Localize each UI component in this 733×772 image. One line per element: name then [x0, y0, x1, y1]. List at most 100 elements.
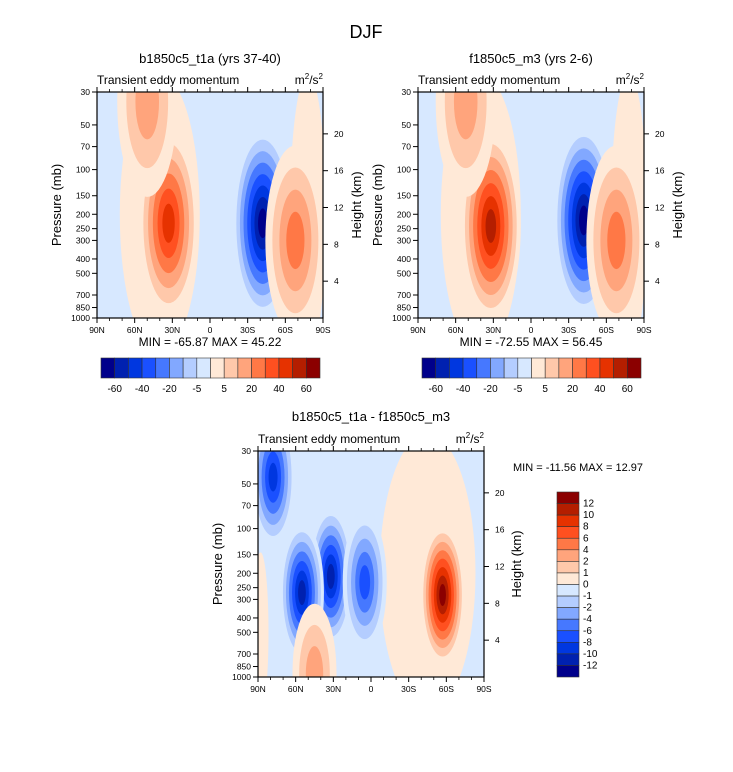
colorbar-swatch [251, 357, 266, 379]
y-tick-label: 250 [237, 583, 251, 593]
colorbar-label: -4 [583, 614, 592, 625]
y-tick-label: 30 [81, 87, 91, 97]
panel-2: f1850c5_m3 (yrs 2-6) Transient eddy mome… [370, 51, 685, 395]
y-tick-label: 500 [76, 268, 90, 278]
y-tick-label: 100 [397, 165, 411, 175]
y-tick-label: 850 [76, 303, 90, 313]
panel-3-title: b1850c5_t1a - f1850c5_m3 [292, 409, 450, 424]
x-tick-label: 30S [240, 325, 255, 335]
colorbar-label: -40 [456, 384, 471, 395]
colorbar-label: -40 [135, 384, 150, 395]
x-tick-label: 90N [410, 325, 426, 335]
y-tick-label: 200 [397, 209, 411, 219]
colorbar-swatch [100, 357, 115, 379]
panel-3-ylabel-right: Height (km) [509, 530, 524, 597]
colorbar-swatch [556, 653, 580, 666]
y-right-tick-label: 16 [495, 525, 505, 535]
y-tick-label: 30 [402, 87, 412, 97]
y-right-tick-label: 4 [334, 276, 339, 286]
x-tick-label: 60S [278, 325, 293, 335]
y-tick-label: 700 [76, 290, 90, 300]
colorbar-swatch [210, 357, 225, 379]
panel-1-axes: 90N 60N 30N 0 30S 60S 90S 30 50 70 100 150 200 250300… [71, 87, 344, 335]
panel-2-ylabel: Pressure (mb) [370, 164, 385, 246]
colorbar-swatch [556, 572, 580, 585]
colorbar-swatch [556, 549, 580, 562]
colorbar-swatch [449, 357, 464, 379]
panel-1-title: b1850c5_t1a (yrs 37-40) [139, 51, 281, 66]
svg-text:m2/s2: m2/s2 [456, 431, 485, 446]
colorbar-swatch [114, 357, 129, 379]
colorbar-swatch [128, 357, 143, 379]
x-tick-label: 30N [486, 325, 502, 335]
panel-3: b1850c5_t1a - f1850c5_m3 Transient eddy … [210, 409, 643, 694]
colorbar-swatch [556, 514, 580, 527]
panel-2-units: m2/s2 [616, 72, 645, 87]
y-tick-label: 30 [242, 446, 252, 456]
y-tick-label: 250 [76, 224, 90, 234]
y-tick-label: 300 [237, 594, 251, 604]
contour-level-3-7 [258, 208, 268, 239]
contour-level-4-3 [607, 211, 626, 270]
colorbar-swatch [223, 357, 239, 379]
panel-2-ylabel-right: Height (km) [670, 171, 685, 238]
x-tick-label: 90S [315, 325, 330, 335]
colorbar-label: 1 [583, 568, 589, 579]
colorbar-swatch [572, 357, 587, 379]
panel-1-contour-field [97, 92, 323, 318]
panel-1-subtitle: Transient eddy momentum [97, 73, 239, 87]
colorbar-label: 60 [622, 384, 634, 395]
panel-3-axes: 90N 60N 30N 0 30S 60S 90S 30 50 70 100 150 200 250300… [232, 446, 505, 694]
y-tick-label: 70 [81, 142, 91, 152]
colorbar-label: -2 [583, 603, 592, 614]
colorbar-swatch [585, 357, 601, 379]
x-tick-label: 0 [529, 325, 534, 335]
x-tick-label: 30N [326, 684, 342, 694]
colorbar-label: 4 [583, 545, 589, 556]
y-tick-label: 250 [397, 224, 411, 234]
panel-2-subtitle: Transient eddy momentum [418, 73, 560, 87]
x-tick-label: 90S [476, 684, 491, 694]
colorbar-swatch [556, 584, 580, 597]
y-tick-label: 150 [76, 191, 90, 201]
y-tick-label: 500 [237, 627, 251, 637]
panel-2-axes: 90N 60N 30N 0 30S 60S 90S 30 50 70 100 150 200 250300… [392, 87, 665, 335]
colorbar-swatch [556, 618, 580, 632]
colorbar-swatch [278, 357, 293, 379]
y-tick-label: 850 [397, 303, 411, 313]
contour-level-4-3 [286, 211, 305, 270]
colorbar-swatch [435, 357, 450, 379]
colorbar-label: 12 [583, 499, 595, 510]
panel-2-title: f1850c5_m3 (yrs 2-6) [469, 51, 593, 66]
panel-3-stats: MIN = -11.56 MAX = 12.97 [513, 462, 643, 474]
y-tick-label: 150 [397, 191, 411, 201]
colorbar-label: -60 [107, 384, 122, 395]
colorbar-label: -20 [483, 384, 498, 395]
y-tick-label: 50 [81, 120, 91, 130]
y-tick-label: 200 [76, 209, 90, 219]
colorbar-swatch [556, 607, 580, 620]
y-right-tick-label: 12 [334, 203, 344, 213]
colorbar-label: -5 [192, 384, 201, 395]
y-tick-label: 50 [242, 479, 252, 489]
panel-3-contour-field [258, 451, 484, 677]
x-tick-label: 90N [89, 325, 105, 335]
contour-level-5-2 [453, 92, 478, 140]
colorbar-label: 0 [583, 580, 589, 591]
colorbar-label: -12 [583, 660, 598, 671]
y-tick-label: 850 [237, 662, 251, 672]
panel-2-contour-field [418, 92, 644, 318]
contour-level-5-4 [359, 565, 371, 600]
y-tick-label: 150 [237, 550, 251, 560]
y-tick-label: 100 [76, 165, 90, 175]
x-tick-label: 30S [561, 325, 576, 335]
colorbar-label: -8 [583, 637, 592, 648]
y-right-tick-label: 4 [495, 635, 500, 645]
y-tick-label: 100 [237, 524, 251, 534]
colorbar-label: -10 [583, 649, 598, 660]
contour-level-5-2 [135, 92, 160, 140]
colorbar-swatch [531, 357, 546, 379]
y-right-tick-label: 12 [495, 562, 505, 572]
x-tick-label: 90N [250, 684, 266, 694]
